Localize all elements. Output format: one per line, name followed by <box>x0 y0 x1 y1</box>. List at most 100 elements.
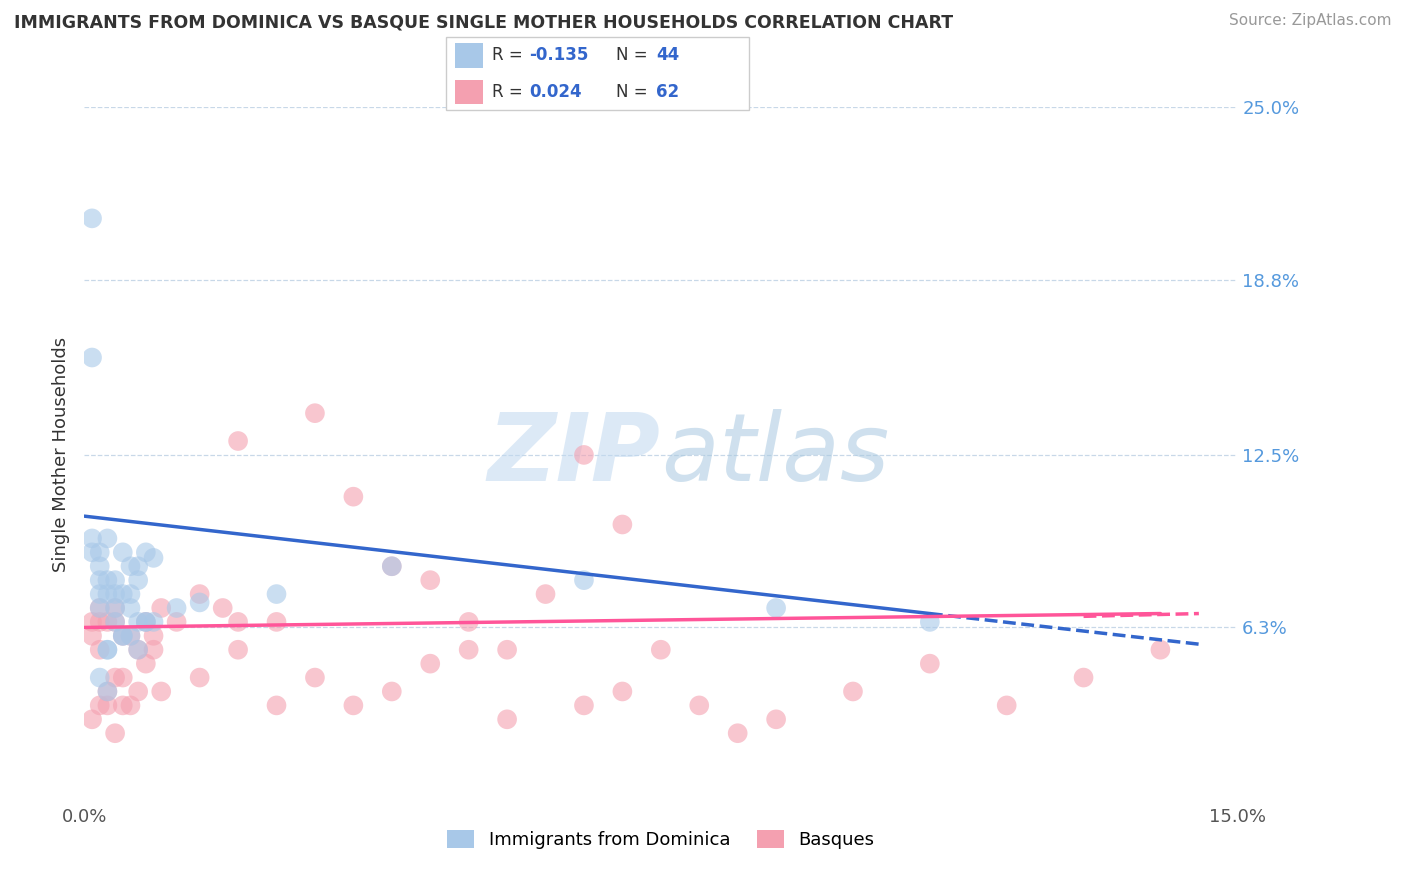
Point <box>142 642 165 657</box>
Point <box>89 642 111 657</box>
Point <box>96 698 118 713</box>
Point <box>127 559 149 574</box>
Point <box>89 559 111 574</box>
Point <box>104 726 127 740</box>
Point <box>80 545 103 559</box>
Point <box>226 615 249 629</box>
Point <box>457 615 479 629</box>
Point <box>727 726 749 740</box>
Point <box>80 351 103 365</box>
Point <box>381 559 404 574</box>
Text: atlas: atlas <box>661 409 889 500</box>
Point <box>104 615 127 629</box>
Point <box>127 615 149 629</box>
Point <box>211 601 233 615</box>
Point <box>120 587 142 601</box>
Point <box>688 698 710 713</box>
Point <box>96 642 118 657</box>
Point <box>127 642 149 657</box>
Point <box>120 559 142 574</box>
Text: -0.135: -0.135 <box>530 46 589 64</box>
Point <box>111 698 134 713</box>
Point <box>150 601 173 615</box>
Point <box>89 573 111 587</box>
Point <box>188 671 211 685</box>
Point <box>89 698 111 713</box>
Point <box>765 601 787 615</box>
Point <box>457 642 479 657</box>
Point <box>135 615 157 629</box>
Point <box>226 434 249 448</box>
Point <box>842 684 865 698</box>
Point <box>104 573 127 587</box>
Point <box>266 587 288 601</box>
Point <box>342 490 364 504</box>
Point <box>80 712 103 726</box>
Point <box>304 671 326 685</box>
Text: R =: R = <box>492 46 529 64</box>
Point <box>96 532 118 546</box>
Bar <box>456 79 484 104</box>
Point <box>104 671 127 685</box>
Point <box>135 545 157 559</box>
Point <box>612 684 634 698</box>
Point <box>572 448 595 462</box>
Text: Source: ZipAtlas.com: Source: ZipAtlas.com <box>1229 13 1392 29</box>
Point <box>120 629 142 643</box>
Point <box>534 587 557 601</box>
Point <box>496 712 519 726</box>
Point <box>111 629 134 643</box>
Point <box>304 406 326 420</box>
Point <box>89 601 111 615</box>
Point <box>89 601 111 615</box>
Text: 0.024: 0.024 <box>530 83 582 101</box>
Point <box>496 642 519 657</box>
Text: 62: 62 <box>657 83 679 101</box>
Point <box>612 517 634 532</box>
FancyBboxPatch shape <box>446 37 749 110</box>
Point <box>1073 671 1095 685</box>
Point <box>266 698 288 713</box>
Text: ZIP: ZIP <box>488 409 661 501</box>
Text: IMMIGRANTS FROM DOMINICA VS BASQUE SINGLE MOTHER HOUSEHOLDS CORRELATION CHART: IMMIGRANTS FROM DOMINICA VS BASQUE SINGL… <box>14 13 953 31</box>
Point <box>142 615 165 629</box>
Text: R =: R = <box>492 83 529 101</box>
Point <box>89 587 111 601</box>
Point <box>104 601 127 615</box>
Point <box>166 601 188 615</box>
Point <box>80 629 103 643</box>
Point <box>918 657 941 671</box>
Point <box>381 684 404 698</box>
Point <box>188 595 211 609</box>
Point <box>111 629 134 643</box>
Point <box>1149 642 1171 657</box>
Point <box>381 559 404 574</box>
Point <box>765 712 787 726</box>
Point <box>650 642 672 657</box>
Text: N =: N = <box>616 83 652 101</box>
Point <box>142 550 165 565</box>
Point <box>104 587 127 601</box>
Point <box>111 545 134 559</box>
Point <box>135 615 157 629</box>
Point <box>226 642 249 657</box>
Point <box>150 684 173 698</box>
Point <box>96 684 118 698</box>
Point <box>89 671 111 685</box>
Point <box>96 642 118 657</box>
Point <box>104 615 127 629</box>
Point <box>89 545 111 559</box>
Bar <box>456 44 484 68</box>
Point <box>342 698 364 713</box>
Point <box>135 615 157 629</box>
Text: N =: N = <box>616 46 652 64</box>
Point <box>188 587 211 601</box>
Point <box>166 615 188 629</box>
Point <box>80 532 103 546</box>
Point <box>104 601 127 615</box>
Point <box>266 615 288 629</box>
Point <box>80 211 103 226</box>
Point <box>80 615 103 629</box>
Point <box>96 684 118 698</box>
Point <box>419 573 441 587</box>
